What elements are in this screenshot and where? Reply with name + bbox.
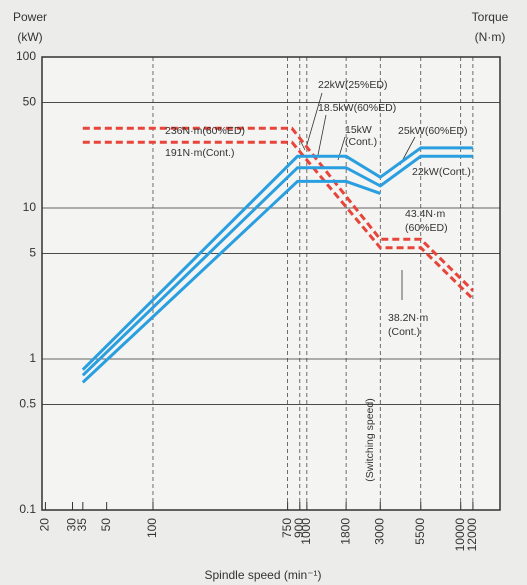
- x-tick-label: 900: [292, 518, 306, 538]
- y-tick-label: 50: [23, 95, 37, 109]
- x-tick-label: 100: [145, 518, 159, 538]
- torque-line: [82, 140, 474, 300]
- annotation: 18.5kW(60%ED): [318, 102, 396, 114]
- y-tick-label: 0.5: [19, 397, 36, 411]
- y-tick-label: 5: [29, 246, 36, 260]
- annotation: 43.4N·m: [405, 208, 446, 220]
- annotation: (Cont.): [345, 136, 377, 148]
- annotation: (60%ED): [405, 222, 448, 234]
- x-tick-label: 3000: [372, 518, 386, 545]
- x-tick-label: 1800: [338, 518, 352, 545]
- x-tick-label: 30: [65, 518, 79, 532]
- x-tick-label: 20: [38, 518, 52, 532]
- x-tick-label: 1000: [299, 518, 313, 545]
- annotation: (Switching speed): [364, 398, 376, 481]
- y-tick-label: 100: [16, 49, 36, 63]
- annotation: (Cont.): [388, 326, 420, 338]
- annotation: 236N·m(60%ED): [165, 125, 245, 137]
- x-title: Spindle speed (min⁻¹): [204, 568, 321, 582]
- x-tick-label: 10000: [453, 518, 467, 552]
- x-tick-label: 35: [75, 518, 89, 532]
- power-line: [81, 154, 473, 377]
- annotation: 38.2N·m: [388, 312, 429, 324]
- annotation: 22kW(Cont.): [412, 166, 471, 178]
- power-line: [81, 179, 381, 384]
- y-tick-label: 1: [29, 351, 36, 365]
- y-tick-label: 10: [23, 200, 37, 214]
- y2-title: (N·m): [475, 30, 506, 44]
- plot-area: [41, 56, 501, 511]
- y2-title: Torque: [472, 10, 509, 24]
- annotation: 25kW(60%ED): [398, 125, 467, 137]
- y-tick-label: 0.1: [19, 502, 36, 516]
- y-title: (kW): [17, 30, 42, 44]
- annotation: 22kW(25%ED): [318, 79, 387, 91]
- annotation: 15kW: [345, 124, 372, 136]
- annotation: 191N·m(Cont.): [165, 147, 234, 159]
- power-line: [81, 146, 473, 371]
- x-tick-label: 50: [99, 518, 113, 532]
- x-tick-label: 750: [280, 518, 294, 538]
- x-tick-label: 12000: [465, 518, 479, 552]
- x-tick-label: 5500: [413, 518, 427, 545]
- y-title: Power: [13, 10, 47, 24]
